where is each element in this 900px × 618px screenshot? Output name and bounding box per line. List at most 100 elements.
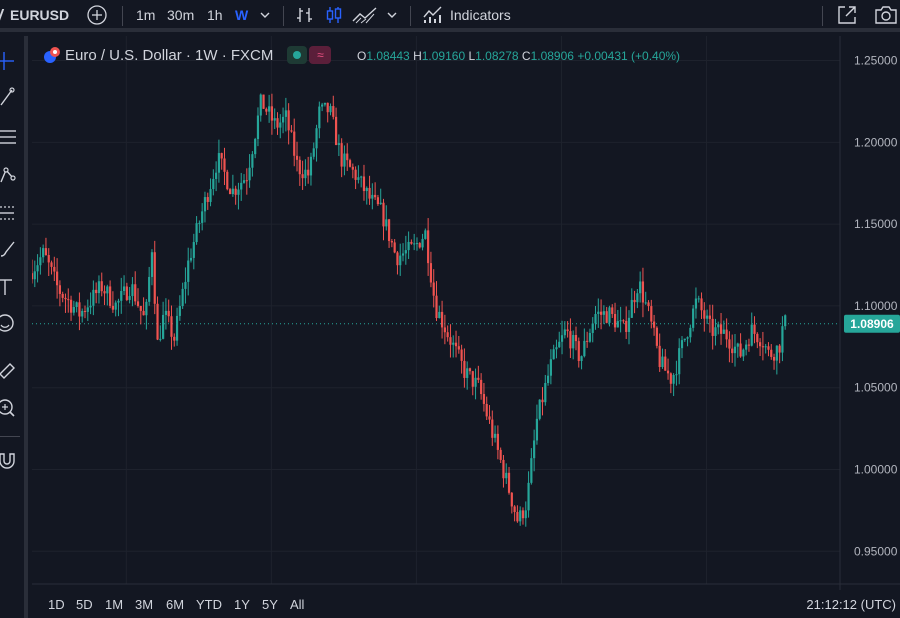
candle-body (301, 174, 304, 179)
data-problem-badge[interactable]: ≈ (309, 46, 332, 64)
symbol-search[interactable]: EURUSD (0, 0, 69, 30)
candle-body (293, 131, 296, 156)
candle-body (499, 449, 502, 460)
low-label: L (468, 49, 476, 63)
candle-body (611, 307, 614, 314)
range-3m[interactable]: 3M (135, 597, 154, 612)
timeframe-1h[interactable]: 1h (207, 0, 223, 30)
range-1d[interactable]: 1D (48, 597, 65, 612)
candle-body (552, 349, 555, 360)
candle-body (736, 343, 739, 347)
brush-tool[interactable] (0, 238, 22, 260)
candle-body (647, 302, 650, 307)
candle-body (248, 167, 251, 181)
candle-body (558, 341, 561, 348)
range-1y[interactable]: 1Y (234, 597, 250, 612)
range-6m[interactable]: 6M (166, 597, 185, 612)
crosshair-icon (0, 52, 14, 70)
candle-body (563, 329, 566, 336)
market-status-badge[interactable] (287, 46, 308, 64)
timeframe-w[interactable]: W (235, 0, 248, 30)
range-ytd[interactable]: YTD (196, 597, 222, 612)
candle-body (83, 310, 87, 312)
status-dot-icon (293, 51, 302, 59)
candle-body (279, 122, 282, 128)
candle-body (284, 110, 287, 117)
range-1m[interactable]: 1M (105, 597, 124, 612)
candle-body (613, 313, 617, 328)
candle-body (122, 286, 126, 292)
price-tick-label: 1.10000 (854, 299, 898, 313)
text-icon (0, 279, 12, 295)
trend-line-icon (0, 87, 15, 106)
candle-body (136, 301, 140, 306)
candle-body (32, 273, 34, 280)
candle-body (480, 379, 483, 395)
candle-body (583, 340, 586, 357)
candle-body (92, 289, 95, 306)
candle-body (781, 326, 784, 353)
candle-body (772, 356, 776, 361)
candle-body (728, 339, 731, 349)
bars-style-button[interactable] (295, 0, 315, 30)
compare-add-button[interactable] (86, 0, 108, 30)
price-tick-label: 1.15000 (854, 217, 898, 231)
candle-body (605, 311, 608, 323)
range-5y[interactable]: 5Y (262, 597, 278, 612)
external-link-icon (838, 6, 856, 24)
candle-body (586, 340, 589, 342)
symbol-label: EURUSD (10, 7, 70, 23)
measure-tool[interactable] (0, 360, 22, 382)
candle-body (231, 188, 234, 195)
crosshair-tool[interactable] (0, 50, 22, 72)
price-chart[interactable]: 1.25000 1.20000 1.15000 1.10000 1.05000 1.000… (32, 36, 900, 590)
range-all[interactable]: All (290, 597, 305, 612)
timeframe-1m[interactable]: 1m (136, 0, 155, 30)
candle-body (675, 374, 678, 376)
candle-body (290, 130, 293, 132)
candle-body (268, 106, 271, 112)
open-label: O (357, 49, 367, 63)
toolbar-divider (283, 6, 284, 26)
price-tick-label: 0.95000 (854, 544, 898, 558)
candle-body (415, 243, 419, 245)
candle-body (340, 143, 343, 167)
candle-body (463, 360, 466, 378)
candle-body (505, 472, 508, 479)
indicators-button[interactable]: Indicators (422, 0, 511, 30)
candle-body (460, 349, 463, 361)
candles-style-button[interactable] (324, 0, 344, 30)
candle-body (175, 315, 179, 341)
magnet-tool[interactable] (0, 450, 22, 472)
candle-body (374, 194, 377, 198)
candle-body (535, 418, 539, 441)
timeframe-dropdown[interactable] (259, 0, 271, 30)
utc-clock[interactable]: 21:12:12 (UTC) (806, 597, 896, 612)
zoom-tool[interactable] (0, 398, 22, 420)
emoji-tool[interactable] (0, 312, 22, 334)
candle-body (337, 143, 340, 145)
candle-body (435, 295, 438, 319)
candle-body (379, 202, 382, 205)
candle-body (524, 510, 527, 519)
range-5d[interactable]: 5D (76, 597, 93, 612)
plus-circle-icon (87, 5, 107, 25)
trend-line-tool[interactable] (0, 86, 22, 108)
snapshot-button[interactable] (874, 0, 898, 30)
candle-body (630, 299, 633, 318)
text-tool[interactable] (0, 276, 22, 298)
candle-body (485, 403, 488, 417)
fib-tool[interactable] (0, 126, 22, 148)
fullscreen-button[interactable] (836, 0, 858, 30)
forecast-tool[interactable] (0, 202, 22, 224)
chart-type-dropdown[interactable] (386, 0, 398, 30)
candle-body (106, 286, 109, 294)
toolbar-divider (122, 6, 123, 26)
candle-body (42, 248, 45, 258)
candle-body (307, 169, 310, 176)
pattern-tool[interactable] (0, 164, 22, 186)
candle-body (262, 94, 265, 109)
timeframe-30m[interactable]: 30m (167, 0, 194, 30)
area-style-button[interactable] (352, 0, 378, 30)
chart-pane[interactable]: 1.25000 1.20000 1.15000 1.10000 1.05000 1.000… (32, 36, 900, 618)
